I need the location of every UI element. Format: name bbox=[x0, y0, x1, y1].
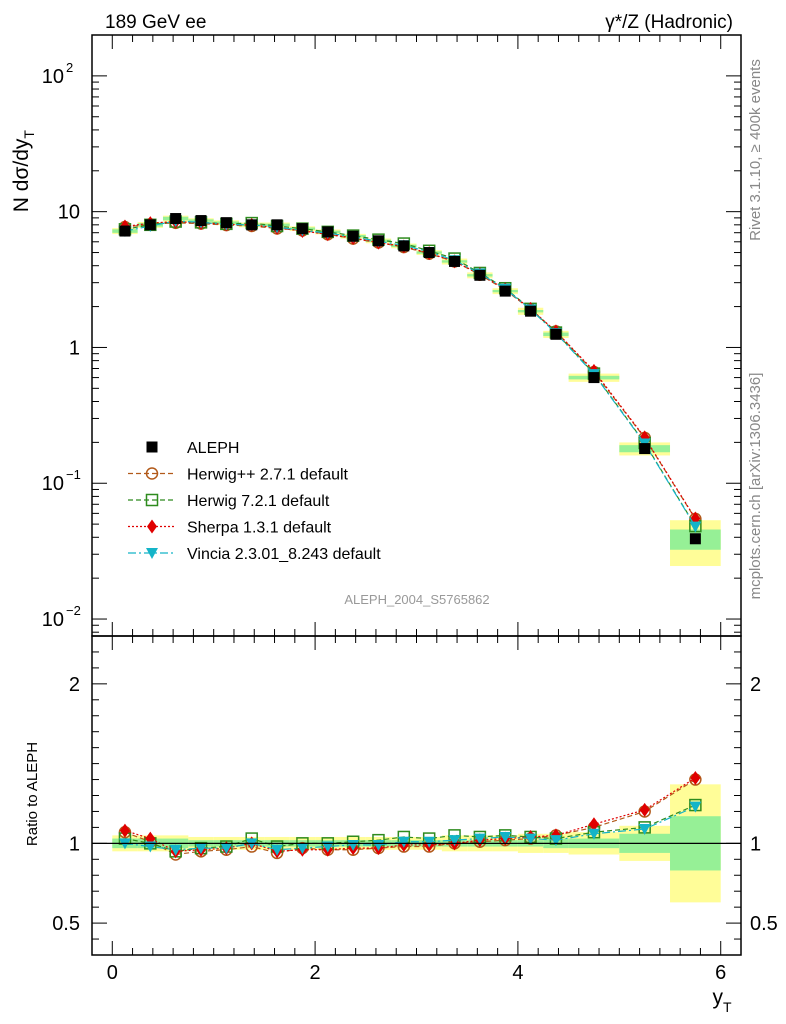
legend-marker bbox=[145, 467, 159, 480]
ratio-point bbox=[549, 835, 562, 847]
ratio-point bbox=[119, 823, 130, 838]
ratio-point bbox=[448, 835, 461, 847]
title-right: γ*/Z (Hadronic) bbox=[605, 12, 733, 33]
y-tick-exponent: −1 bbox=[66, 467, 81, 482]
data-point bbox=[550, 328, 562, 340]
series-line bbox=[124, 220, 696, 527]
series-point bbox=[689, 521, 702, 533]
ratio-point bbox=[587, 828, 600, 840]
ratio-point bbox=[321, 841, 334, 853]
ratio-point bbox=[473, 833, 486, 845]
y-tick-label: 1 bbox=[69, 337, 80, 359]
legend-marker bbox=[147, 519, 157, 534]
ratio-point bbox=[588, 817, 599, 832]
legend-marker bbox=[145, 493, 159, 507]
data-point bbox=[499, 285, 511, 297]
data-point bbox=[220, 217, 232, 229]
y-tick-label: 10 bbox=[58, 202, 80, 224]
data-point bbox=[119, 225, 131, 237]
upper-uncertainty-bands bbox=[112, 215, 721, 567]
data-point bbox=[525, 305, 537, 317]
ratio-y-tick-label-right: 1 bbox=[750, 833, 761, 855]
series-line bbox=[124, 220, 696, 527]
legend-label: ALEPH bbox=[187, 440, 239, 457]
data-point bbox=[271, 219, 283, 231]
ratio-y-tick-label: 0.5 bbox=[52, 913, 80, 935]
y-tick-exponent: −2 bbox=[66, 603, 81, 618]
upper-y-axis-label: N dσ/dyT bbox=[10, 130, 37, 213]
ratio-point bbox=[524, 833, 537, 845]
legend-label: Herwig++ 2.7.1 default bbox=[187, 467, 349, 484]
ratio-y-tick-label: 2 bbox=[69, 674, 80, 696]
ratio-point bbox=[169, 844, 182, 856]
x-label-main: y bbox=[712, 986, 723, 1009]
legend-label: Herwig 7.2.1 default bbox=[187, 493, 330, 510]
ratio-point bbox=[397, 836, 410, 848]
y-tick-label: 10 bbox=[42, 66, 64, 88]
ratio-point bbox=[423, 836, 436, 848]
data-point bbox=[372, 235, 384, 247]
y-tick-exponent: 2 bbox=[66, 60, 73, 75]
ratio-point bbox=[347, 839, 360, 851]
data-point bbox=[398, 240, 410, 252]
ratio-y-axis-label: Ratio to ALEPH bbox=[24, 742, 41, 846]
mcplots-label: mcplots.cern.ch [arXiv:1306.3436] bbox=[747, 373, 764, 600]
y-tick-label: 10 bbox=[42, 473, 64, 495]
x-label-sub: T bbox=[723, 999, 732, 1015]
ratio-point bbox=[195, 843, 208, 855]
legend-label: Sherpa 1.3.1 default bbox=[187, 520, 332, 537]
ratio-point bbox=[296, 843, 309, 855]
data-point bbox=[689, 533, 701, 545]
ratio-y-tick-label: 1 bbox=[69, 833, 80, 855]
data-point bbox=[347, 230, 359, 242]
title-left: 189 GeV ee bbox=[105, 12, 206, 33]
y-label-sub: T bbox=[21, 130, 37, 139]
x-tick-label: 4 bbox=[512, 962, 523, 984]
series-line bbox=[124, 222, 696, 520]
ratio-point bbox=[639, 802, 650, 817]
legend-marker bbox=[146, 441, 158, 453]
x-tick-label: 2 bbox=[310, 962, 321, 984]
ratio-point bbox=[638, 823, 651, 835]
ratio-point bbox=[689, 801, 702, 813]
y-label-main: N dσ/dy bbox=[10, 138, 33, 212]
legend-marker bbox=[146, 548, 158, 559]
x-tick-label: 6 bbox=[715, 962, 726, 984]
data-point bbox=[588, 372, 600, 384]
ratio-panel-frame bbox=[91, 635, 742, 956]
rivet-label: Rivet 3.1.10, ≥ 400k events bbox=[747, 59, 764, 241]
data-point bbox=[639, 443, 651, 455]
data-point bbox=[449, 255, 461, 267]
ratio-point bbox=[372, 839, 385, 851]
ratio-point bbox=[690, 770, 701, 785]
series-3-ratio bbox=[118, 801, 702, 856]
ratio-point bbox=[144, 841, 157, 853]
x-axis-label: yT bbox=[712, 986, 732, 1015]
y-tick-label: 10 bbox=[42, 609, 64, 631]
data-point bbox=[474, 269, 486, 281]
upper-series-layer bbox=[118, 213, 702, 545]
legend: ALEPH Herwig++ 2.7.1 default Herwig 7.2.1 … bbox=[128, 440, 381, 563]
ratio-line bbox=[124, 806, 696, 851]
analysis-label: ALEPH_2004_S5765862 bbox=[344, 592, 489, 607]
data-point bbox=[195, 215, 207, 227]
data-point bbox=[322, 226, 334, 238]
ratio-point bbox=[220, 843, 233, 855]
ratio-point bbox=[271, 844, 284, 856]
ratio-y-tick-label-right: 0.5 bbox=[750, 913, 778, 935]
ratio-y-tick-label-right: 2 bbox=[750, 674, 761, 696]
ratio-point bbox=[499, 831, 512, 843]
data-point bbox=[170, 213, 182, 225]
data-point bbox=[296, 223, 308, 235]
data-point bbox=[246, 219, 258, 231]
data-point bbox=[144, 219, 156, 231]
aleph-data-points bbox=[119, 213, 701, 545]
ratio-line bbox=[124, 777, 696, 852]
ratio-series-layer bbox=[118, 770, 702, 861]
x-tick-label: 0 bbox=[107, 962, 118, 984]
data-point bbox=[423, 247, 435, 259]
legend-label: Vincia 2.3.01_8.243 default bbox=[187, 546, 381, 563]
